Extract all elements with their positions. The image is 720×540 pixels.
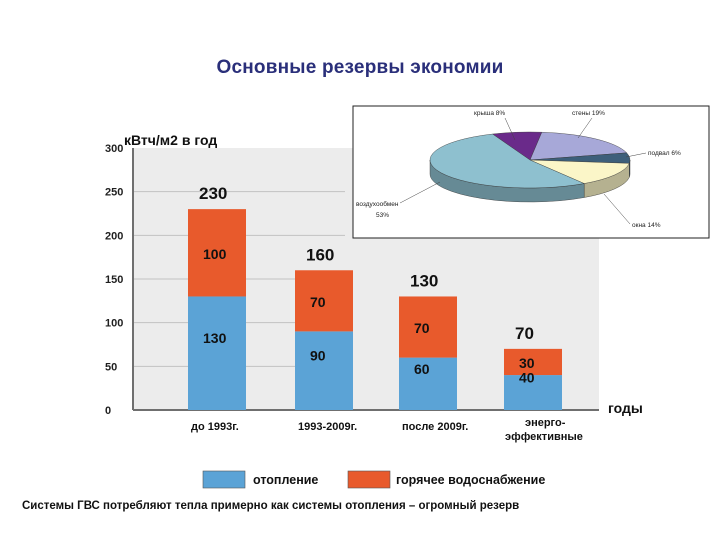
pie-leader-line <box>625 152 647 158</box>
pie-label: 53% <box>376 212 389 219</box>
bar-hot-water <box>295 270 353 332</box>
y-tick-label: 0 <box>105 405 111 417</box>
pie-leader-line <box>577 117 593 139</box>
bar-heating <box>399 357 457 410</box>
bar-hot-water <box>504 348 562 376</box>
slide-title: Основные резервы экономии <box>216 57 504 78</box>
category-label: после 2009г. <box>402 421 468 433</box>
pie-label: подвал 6% <box>648 150 681 157</box>
bar-total-label: 70 <box>515 324 534 343</box>
pie-leader-line <box>399 181 441 204</box>
y-tick-label: 300 <box>105 143 123 155</box>
bar-heating <box>504 375 562 410</box>
pie-slice <box>529 131 628 161</box>
bar-hot-water-label: 100 <box>203 246 227 262</box>
pie-label: воздухообмен <box>356 200 399 208</box>
pie-label: окна 14% <box>632 222 661 229</box>
category-label: энерго- <box>525 417 566 429</box>
bar-heating-label: 130 <box>203 330 227 346</box>
bar-total-label: 130 <box>410 271 438 290</box>
bar-heating <box>295 331 353 410</box>
y-tick-label: 250 <box>105 187 123 199</box>
bar-total-label: 160 <box>306 245 334 264</box>
pie-label: стены 19% <box>572 110 605 117</box>
category-label: до 1993г. <box>191 421 239 433</box>
category-label: эффективные <box>505 431 583 443</box>
bar-heating-label: 60 <box>414 361 430 377</box>
slide-caption: Системы ГВС потребляют тепла примерно ка… <box>22 500 520 512</box>
y-tick-label: 100 <box>105 318 123 330</box>
legend-swatch-hot-water <box>347 470 391 489</box>
y-axis-label: кВтч/м2 в год <box>124 132 217 148</box>
y-tick-label: 150 <box>105 274 123 286</box>
pie-leader-line <box>504 117 516 141</box>
bar-hot-water-label: 30 <box>519 355 535 371</box>
legend-label-heating: отопление <box>253 473 318 487</box>
bar-hot-water-label: 70 <box>414 320 430 336</box>
pie-slice <box>529 159 630 184</box>
bar-heating-label: 90 <box>310 348 326 364</box>
pie-label: крыша 8% <box>474 110 505 117</box>
category-label: 1993-2009г. <box>298 421 357 433</box>
pie-inset: крыша 8% стены 19% подвал 6% окна 14% воздух… <box>352 105 710 239</box>
bar-hot-water <box>399 296 457 358</box>
x-axis-label: годы <box>608 400 643 416</box>
pie-slice <box>429 133 585 189</box>
bar-total-label: 230 <box>199 184 227 203</box>
y-tick-label: 50 <box>105 361 117 373</box>
bar-heating <box>188 296 246 410</box>
legend-label-hot-water: горячее водоснабжение <box>396 473 545 487</box>
pie-leader-line <box>603 193 631 225</box>
y-tick-label: 200 <box>105 230 123 242</box>
legend-swatch-heating <box>202 470 246 489</box>
bar-hot-water <box>188 209 246 297</box>
bar-heating-label: 40 <box>519 370 535 386</box>
bar-hot-water-label: 70 <box>310 294 326 310</box>
